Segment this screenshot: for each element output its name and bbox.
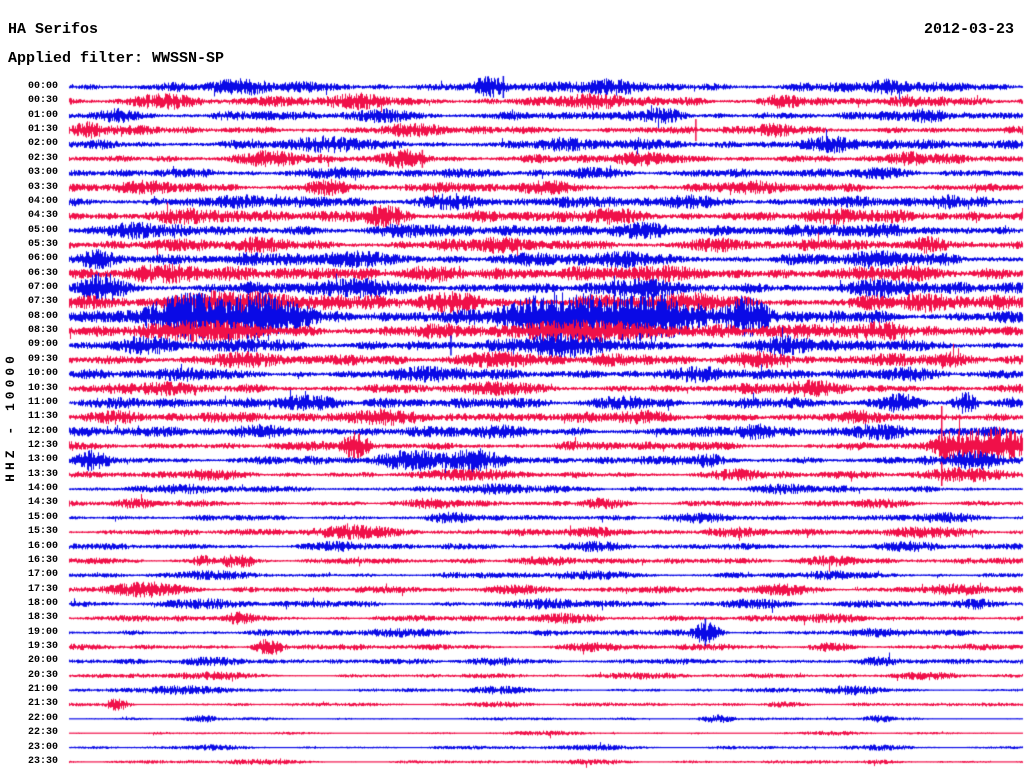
time-label-20:00: 20:00 xyxy=(27,655,58,667)
time-label-16:00: 16:00 xyxy=(27,540,58,552)
time-label-04:00: 04:00 xyxy=(27,195,58,207)
time-label-01:00: 01:00 xyxy=(27,109,58,121)
time-label-23:00: 23:00 xyxy=(27,741,58,753)
time-label-21:30: 21:30 xyxy=(27,698,58,710)
time-label-00:00: 00:00 xyxy=(27,81,58,92)
time-label-15:00: 15:00 xyxy=(27,511,58,523)
time-label-17:00: 17:00 xyxy=(27,569,58,581)
time-label-05:00: 05:00 xyxy=(27,224,58,236)
time-label-14:30: 14:30 xyxy=(27,497,58,509)
time-label-17:30: 17:30 xyxy=(27,583,58,595)
time-axis: 00:00 00:30 01:00 01:30 02:00 02:30 03:00 03:30… xyxy=(0,0,60,780)
time-label-02:30: 02:30 xyxy=(27,152,58,164)
time-label-03:30: 03:30 xyxy=(27,181,58,193)
time-label-16:30: 16:30 xyxy=(27,554,58,566)
time-label-18:30: 18:30 xyxy=(27,612,58,624)
time-label-22:30: 22:30 xyxy=(27,727,58,739)
station-title: HA Serifos xyxy=(8,21,99,38)
time-label-07:00: 07:00 xyxy=(27,282,58,294)
time-label-11:00: 11:00 xyxy=(27,396,58,408)
time-label-06:00: 06:00 xyxy=(27,253,58,265)
time-label-10:00: 10:00 xyxy=(27,368,58,380)
time-label-12:30: 12:30 xyxy=(27,440,58,451)
time-label-20:30: 20:30 xyxy=(27,669,58,681)
time-label-13:00: 13:00 xyxy=(27,454,58,466)
time-label-04:30: 04:30 xyxy=(27,210,58,222)
time-label-22:00: 22:00 xyxy=(27,712,58,724)
time-label-12:00: 12:00 xyxy=(27,425,58,437)
time-label-11:30: 11:30 xyxy=(27,411,58,423)
time-label-01:30: 01:30 xyxy=(27,124,58,136)
time-label-09:00: 09:00 xyxy=(27,339,58,351)
time-label-13:30: 13:30 xyxy=(27,468,58,480)
time-label-05:30: 05:30 xyxy=(27,238,58,250)
time-label-19:30: 19:30 xyxy=(27,641,58,653)
time-label-08:30: 08:30 xyxy=(27,325,58,337)
time-label-02:00: 02:00 xyxy=(27,138,58,150)
time-label-09:30: 09:30 xyxy=(27,353,58,365)
date-label: 2012-03-23 xyxy=(923,21,1014,38)
time-label-08:00: 08:00 xyxy=(27,310,58,322)
time-label-06:30: 06:30 xyxy=(27,267,58,279)
time-label-23:30: 23:30 xyxy=(27,755,58,767)
time-label-07:30: 07:30 xyxy=(27,296,58,308)
time-label-00:30: 00:30 xyxy=(27,95,58,107)
filter-label: Applied filter: WWSSN-SP xyxy=(8,50,225,67)
time-label-15:30: 15:30 xyxy=(27,526,58,538)
time-label-03:00: 03:00 xyxy=(27,167,58,179)
time-label-18:00: 18:00 xyxy=(27,597,58,609)
time-label-10:30: 10:30 xyxy=(27,382,58,394)
time-label-19:00: 19:00 xyxy=(27,626,58,638)
time-label-14:00: 14:00 xyxy=(27,483,58,495)
time-label-21:00: 21:00 xyxy=(27,684,58,696)
